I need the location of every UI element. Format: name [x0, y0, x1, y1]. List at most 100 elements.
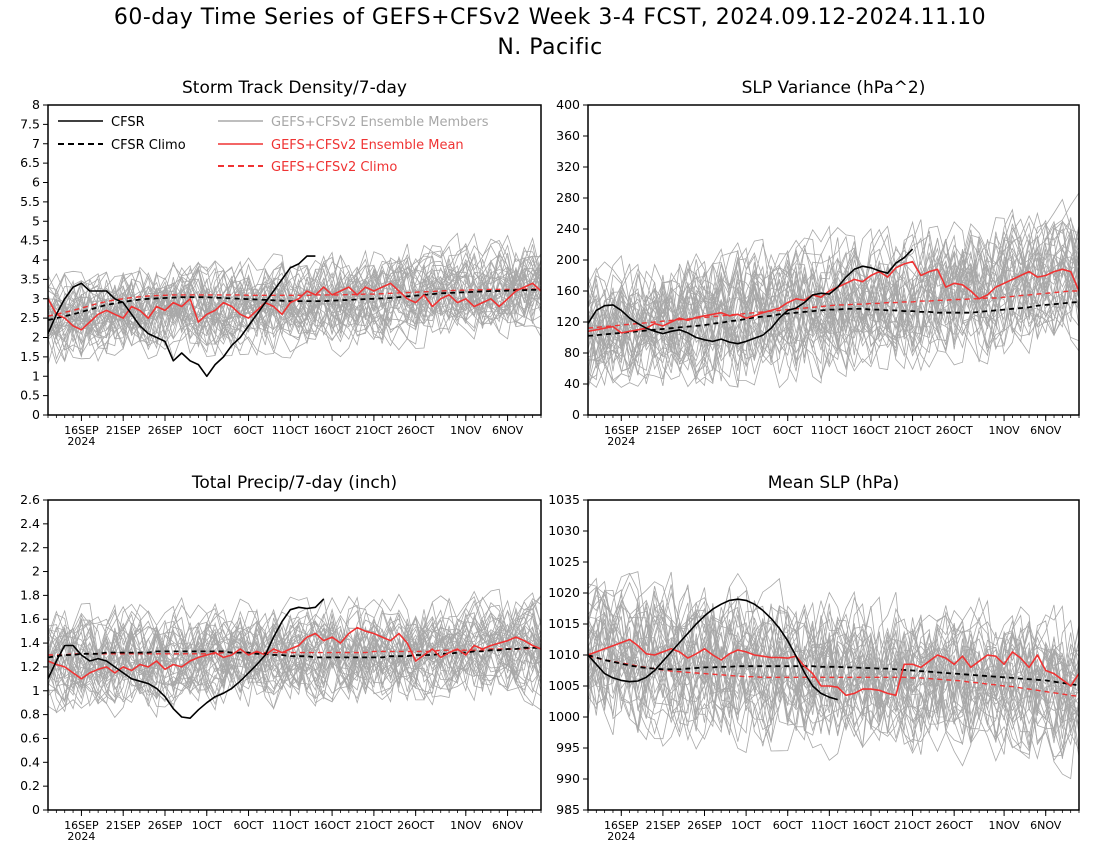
plot-area: [48, 232, 541, 378]
y-tick-label: 6.5: [20, 155, 40, 170]
y-tick-label: 0.4: [20, 754, 40, 769]
y-tick-label: 1.6: [20, 611, 40, 626]
ensemble-member-line: [48, 609, 541, 691]
y-tick-label: 1030: [548, 523, 580, 538]
ensemble-member-line: [588, 218, 1079, 352]
ensemble-member-line: [588, 625, 1079, 750]
x-tick-label: 1OCT: [192, 424, 222, 437]
chart-title: Storm Track Density/7-day: [182, 78, 407, 98]
plot-frame: [47, 499, 542, 811]
ensemble-member-line: [588, 256, 1079, 389]
ensemble-member-line: [48, 255, 541, 341]
ensemble-member-line: [48, 596, 541, 686]
x-tick-label: 1NOV: [450, 424, 482, 437]
x-tick-label: 16SEP: [64, 819, 99, 832]
plot-area: [48, 588, 541, 720]
y-tick-label: 320: [556, 159, 580, 174]
x-tick-label: 6NOV: [492, 424, 524, 437]
y-tick-label: 2: [32, 564, 40, 579]
series-gefs-cfsv2-climo: [588, 655, 1079, 698]
chart-title: Total Precip/7-day (inch): [191, 473, 397, 493]
x-tick-label: 26SEP: [148, 819, 183, 832]
series-gefs-cfsv2-climo: [48, 647, 541, 656]
x-tick-label: 21SEP: [106, 819, 141, 832]
series-cfsr-climo: [588, 301, 1079, 337]
ensemble-member-line: [48, 608, 541, 677]
x-tick-label: 1OCT: [731, 424, 761, 437]
y-tick-label: 1: [32, 683, 40, 698]
x-tick-label: 11OCT: [272, 819, 309, 832]
y-tick-label: 0: [32, 802, 40, 817]
ensemble-member-line: [588, 614, 1079, 736]
x-tick-label: 6NOV: [1030, 819, 1062, 832]
y-tick-label: 120: [556, 314, 580, 329]
y-tick-label: 2.6: [20, 492, 40, 507]
x-tick-label: 1NOV: [450, 819, 482, 832]
y-tick-label: 1.8: [20, 587, 40, 602]
ensemble-member-line: [588, 251, 1079, 388]
legend-label: GEFS+CFSv2 Climo: [271, 160, 397, 175]
y-tick-label: 1020: [548, 585, 580, 600]
ensemble-member-line: [48, 600, 541, 689]
y-tick-label: 0: [32, 407, 40, 422]
x-tick-year-label: 2024: [607, 435, 635, 448]
legend-label: CFSR Climo: [111, 138, 186, 153]
y-tick-label: 0.2: [20, 778, 40, 793]
x-tick-label: 26SEP: [148, 424, 183, 437]
y-tick-label: 0: [572, 407, 580, 422]
legend: CFSR CFSR Climo GEFS+CFSv2 Ensemble Member…: [58, 115, 489, 175]
x-tick-label: 1OCT: [731, 819, 761, 832]
y-tick-label: 200: [556, 252, 580, 267]
x-tick-label: 16OCT: [314, 424, 351, 437]
ensemble-member-line: [48, 622, 541, 710]
x-tick-label: 21SEP: [646, 819, 681, 832]
legend-label: GEFS+CFSv2 Ensemble Mean: [271, 138, 464, 153]
y-tick-label: 5: [32, 213, 40, 228]
x-tick-label: 11OCT: [811, 424, 848, 437]
y-tick-label: 3.5: [20, 271, 40, 286]
y-tick-label: 4: [32, 252, 40, 267]
ensemble-member-line: [48, 616, 541, 695]
y-tick-label: 40: [564, 376, 580, 391]
y-tick-label: 0.8: [20, 707, 40, 722]
y-tick-label: 990: [556, 771, 580, 786]
x-tick-label: 21SEP: [646, 424, 681, 437]
y-tick-label: 1000: [548, 709, 580, 724]
y-tick-label: 2.5: [20, 310, 40, 325]
x-tick-label: 16SEP: [604, 819, 639, 832]
x-tick-label: 26OCT: [397, 424, 434, 437]
ensemble-member-line: [48, 624, 541, 703]
x-tick-label: 16OCT: [314, 819, 351, 832]
plot-area: [588, 192, 1079, 389]
y-tick-label: 80: [564, 345, 580, 360]
series-cfsr: [48, 255, 316, 378]
x-tick-label: 11OCT: [272, 424, 309, 437]
y-tick-label: 1005: [548, 678, 580, 693]
series-gefs-cfsv2-ensemble-mean: [48, 282, 541, 331]
x-tick-year-label: 2024: [67, 830, 95, 843]
ensemble-member-line: [48, 272, 541, 352]
x-tick-label: 21OCT: [894, 819, 931, 832]
series-cfsr: [588, 248, 914, 345]
y-tick-label: 8: [32, 97, 40, 112]
y-tick-label: 1.4: [20, 635, 40, 650]
chart-title: SLP Variance (hPa^2): [742, 78, 926, 98]
x-tick-label: 1NOV: [988, 424, 1020, 437]
ensemble-member-line: [588, 586, 1079, 695]
ensemble-member-line: [48, 588, 541, 672]
x-tick-label: 21OCT: [355, 424, 392, 437]
figure-title: 60-day Time Series of GEFS+CFSv2 Week 3-…: [113, 5, 987, 30]
x-tick-label: 21OCT: [894, 424, 931, 437]
y-tick-label: 360: [556, 128, 580, 143]
y-tick-label: 3: [32, 291, 40, 306]
y-tick-label: 1015: [548, 616, 580, 631]
x-tick-label: 26SEP: [687, 424, 722, 437]
plot-area: [588, 571, 1079, 780]
series-gefs-cfsv2-climo: [48, 288, 541, 317]
ensemble-member-line: [48, 625, 541, 711]
legend-label: CFSR: [111, 115, 145, 130]
series-cfsr: [588, 598, 838, 701]
x-tick-year-label: 2024: [607, 830, 635, 843]
ensemble-member-line: [48, 635, 541, 713]
y-tick-label: 1.2: [20, 659, 40, 674]
